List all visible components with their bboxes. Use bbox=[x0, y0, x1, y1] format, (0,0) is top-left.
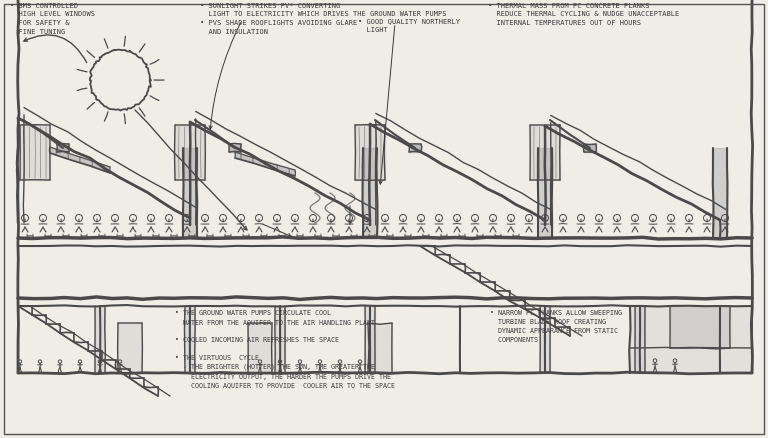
Polygon shape bbox=[248, 323, 272, 373]
Polygon shape bbox=[229, 144, 241, 152]
Polygon shape bbox=[235, 152, 295, 176]
Polygon shape bbox=[368, 323, 392, 373]
Polygon shape bbox=[713, 148, 727, 238]
Polygon shape bbox=[118, 323, 142, 373]
Polygon shape bbox=[530, 125, 560, 180]
Polygon shape bbox=[538, 148, 552, 238]
Text: • GOOD QUALITY NORTHERLY
  LIGHT: • GOOD QUALITY NORTHERLY LIGHT bbox=[358, 18, 460, 32]
Polygon shape bbox=[20, 125, 50, 180]
Polygon shape bbox=[355, 125, 385, 180]
Polygon shape bbox=[95, 306, 105, 373]
Text: • BMS CONTROLLED
  HIGH LEVEL WINDOWS
  FOR SAFETY &
  FINE TUNING: • BMS CONTROLLED HIGH LEVEL WINDOWS FOR … bbox=[10, 3, 95, 35]
Polygon shape bbox=[365, 306, 375, 373]
Text: • THE GROUND WATER PUMPS CIRCULATE COOL
  WATER FROM THE AQUIFER TO THE AIR HAND: • THE GROUND WATER PUMPS CIRCULATE COOL … bbox=[175, 310, 395, 389]
Polygon shape bbox=[175, 125, 205, 180]
Polygon shape bbox=[630, 306, 752, 373]
Polygon shape bbox=[183, 148, 197, 238]
Text: • NARROW PC PLANKS ALLOW SWEEPING
  TURBINE BLADE ROOF CREATING
  DYNAMIC APPEAR: • NARROW PC PLANKS ALLOW SWEEPING TURBIN… bbox=[490, 310, 622, 343]
Polygon shape bbox=[635, 306, 645, 373]
Polygon shape bbox=[50, 147, 110, 173]
Polygon shape bbox=[363, 148, 377, 238]
Polygon shape bbox=[409, 144, 421, 152]
Polygon shape bbox=[185, 306, 195, 373]
Polygon shape bbox=[670, 306, 730, 348]
Polygon shape bbox=[584, 144, 596, 152]
Polygon shape bbox=[540, 306, 550, 373]
Polygon shape bbox=[57, 144, 69, 152]
Polygon shape bbox=[275, 306, 285, 373]
Text: • THERMAL MASS FROM PC CONCRETE PLANKS
  REDUCE THERMAL CYCLING & NUDGE UNACCEPT: • THERMAL MASS FROM PC CONCRETE PLANKS R… bbox=[488, 3, 679, 26]
Text: • SUNLIGHT STRIKES PV* CONVERTING
  LIGHT TO ELECTRICITY WHICH DRIVES THE GROUND: • SUNLIGHT STRIKES PV* CONVERTING LIGHT … bbox=[200, 3, 446, 35]
